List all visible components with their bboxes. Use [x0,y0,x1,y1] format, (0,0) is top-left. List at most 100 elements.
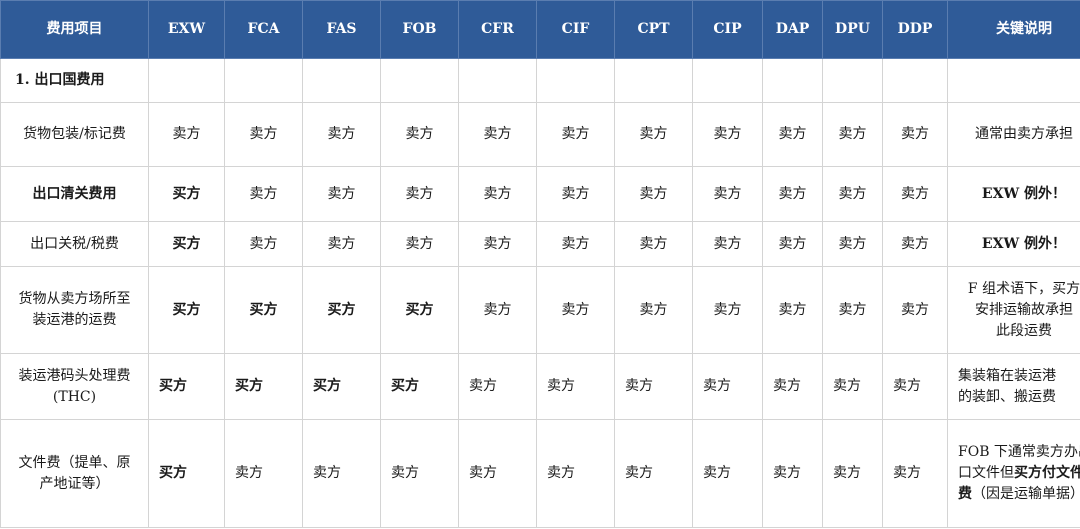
table-cell: 卖方 [614,221,693,267]
row-item-label: 货物从卖方场所至 装运港的运费 [0,266,149,354]
row-item-label-line: 货物从卖方场所至 [18,291,131,307]
table-cell: 卖方 [224,419,303,528]
table-cell: 卖方 [224,102,303,167]
header-cell: FAS [302,0,381,59]
table-cell: 卖方 [692,102,763,167]
table-cell: 买方 [302,353,381,420]
row-note: 通常由卖方承担 [947,102,1080,167]
table-cell: 卖方 [882,353,948,420]
table-cell: 卖方 [380,419,459,528]
header-cell: EXW [148,0,225,59]
table-cell: 卖方 [302,166,381,222]
section-title: 1. 出口国费用 [0,58,149,103]
row-note-emphasis: 买方付文件费 [958,465,1080,502]
header-cell: CFR [458,0,537,59]
header-cell: DDP [882,0,948,59]
table-cell: 买方 [148,419,225,528]
header-cell: FCA [224,0,303,59]
table-cell: 卖方 [692,221,763,267]
table-cell: 卖方 [822,419,883,528]
table-cell: 卖方 [882,419,948,528]
row-item-label-line: 产地证等） [39,475,110,492]
table-cell: 卖方 [692,353,763,420]
table-cell: 卖方 [762,102,823,167]
table-cell: 买方 [224,353,303,420]
row-note: EXW 例外！ [947,221,1080,267]
header-cell: DPU [822,0,883,59]
table-cell: 卖方 [762,221,823,267]
table-cell: 卖方 [302,221,381,267]
header-cell: CPT [614,0,693,59]
table-cell: 买方 [148,266,225,354]
table-cell: 卖方 [380,102,459,167]
table-cell [536,58,615,103]
header-cell: CIF [536,0,615,59]
table-cell: 卖方 [458,266,537,354]
row-note-line: 集装箱在装运港 [958,367,1056,384]
table-cell [302,58,381,103]
header-cell: FOB [380,0,459,59]
row-note-line: 安排运输故承担 [975,301,1073,318]
row-note-part: FOB 下通常卖方 [958,444,1064,460]
table-cell [148,58,225,103]
table-cell: 卖方 [380,221,459,267]
row-note-line: F 组术语下，买方 [967,280,1080,297]
row-item-label: 货物包装/标记费 [0,102,149,167]
row-item-label-line: 文件费（提单、原 [18,454,131,471]
table-cell: 卖方 [822,102,883,167]
row-item-label: 装运港码头处理费 (THC) [0,353,149,420]
table-cell [380,58,459,103]
table-cell: 卖方 [536,419,615,528]
table-cell: 买方 [224,266,303,354]
table-cell: 买方 [148,166,225,222]
table-cell: 卖方 [762,419,823,528]
table-cell: 卖方 [882,166,948,222]
row-note: FOB 下通常卖方办出口文件但买方付文件费（因是运输单据） [947,419,1080,528]
table-cell: 卖方 [458,353,537,420]
table-cell: 卖方 [882,221,948,267]
table-cell [458,58,537,103]
table-cell: 卖方 [822,266,883,354]
table-cell [224,58,303,103]
section-row: 1. 出口国费用 [0,58,1080,103]
table-cell: 卖方 [882,102,948,167]
table-cell [822,58,883,103]
table-cell: 买方 [302,266,381,354]
header-cell: 关键说明 [947,0,1080,59]
table-cell [614,58,693,103]
row-item-label: 出口清关费用 [0,166,149,222]
row-note-part: 办出口文件但 [958,444,1080,481]
row-item-label: 文件费（提单、原 产地证等） [0,419,149,528]
table-cell [882,58,948,103]
row-item-label-line: (THC) [52,388,97,405]
table-cell: 卖方 [302,102,381,167]
header-row: 费用项目 EXW FCA FAS FOB CFR CIF CPT CIP DAP… [0,0,1080,59]
header-cell: 费用项目 [0,0,149,59]
table-cell: 卖方 [302,419,381,528]
table-cell: 卖方 [458,166,537,222]
table-cell: 买方 [148,221,225,267]
table-cell: 卖方 [692,266,763,354]
row-note: 集装箱在装运港 的装卸、搬运费 [947,353,1080,420]
table-cell: 卖方 [458,419,537,528]
table-cell: 卖方 [458,102,537,167]
row-note: EXW 例外！ [947,166,1080,222]
table-cell: 卖方 [614,102,693,167]
table-cell: 卖方 [536,102,615,167]
header-cell: DAP [762,0,823,59]
table-cell: 卖方 [224,221,303,267]
table-cell: 卖方 [882,266,948,354]
table-row: 出口清关费用 买方 卖方 卖方 卖方 卖方 卖方 卖方 卖方 卖方 卖方 卖方 … [0,166,1080,222]
row-item-label-line: 装运港的运费 [32,312,117,328]
table-cell: 卖方 [536,166,615,222]
table-row: 货物包装/标记费 卖方 卖方 卖方 卖方 卖方 卖方 卖方 卖方 卖方 卖方 卖… [0,102,1080,167]
table-cell: 卖方 [148,102,225,167]
table-cell: 卖方 [762,353,823,420]
row-note-line: 此段运费 [996,322,1052,339]
row-note-line: 的装卸、搬运费 [958,388,1056,405]
table-cell: 卖方 [614,353,693,420]
table-cell: 买方 [148,353,225,420]
table-cell [692,58,763,103]
table-row: 文件费（提单、原 产地证等） 买方 卖方 卖方 卖方 卖方 卖方 卖方 卖方 卖… [0,419,1080,528]
